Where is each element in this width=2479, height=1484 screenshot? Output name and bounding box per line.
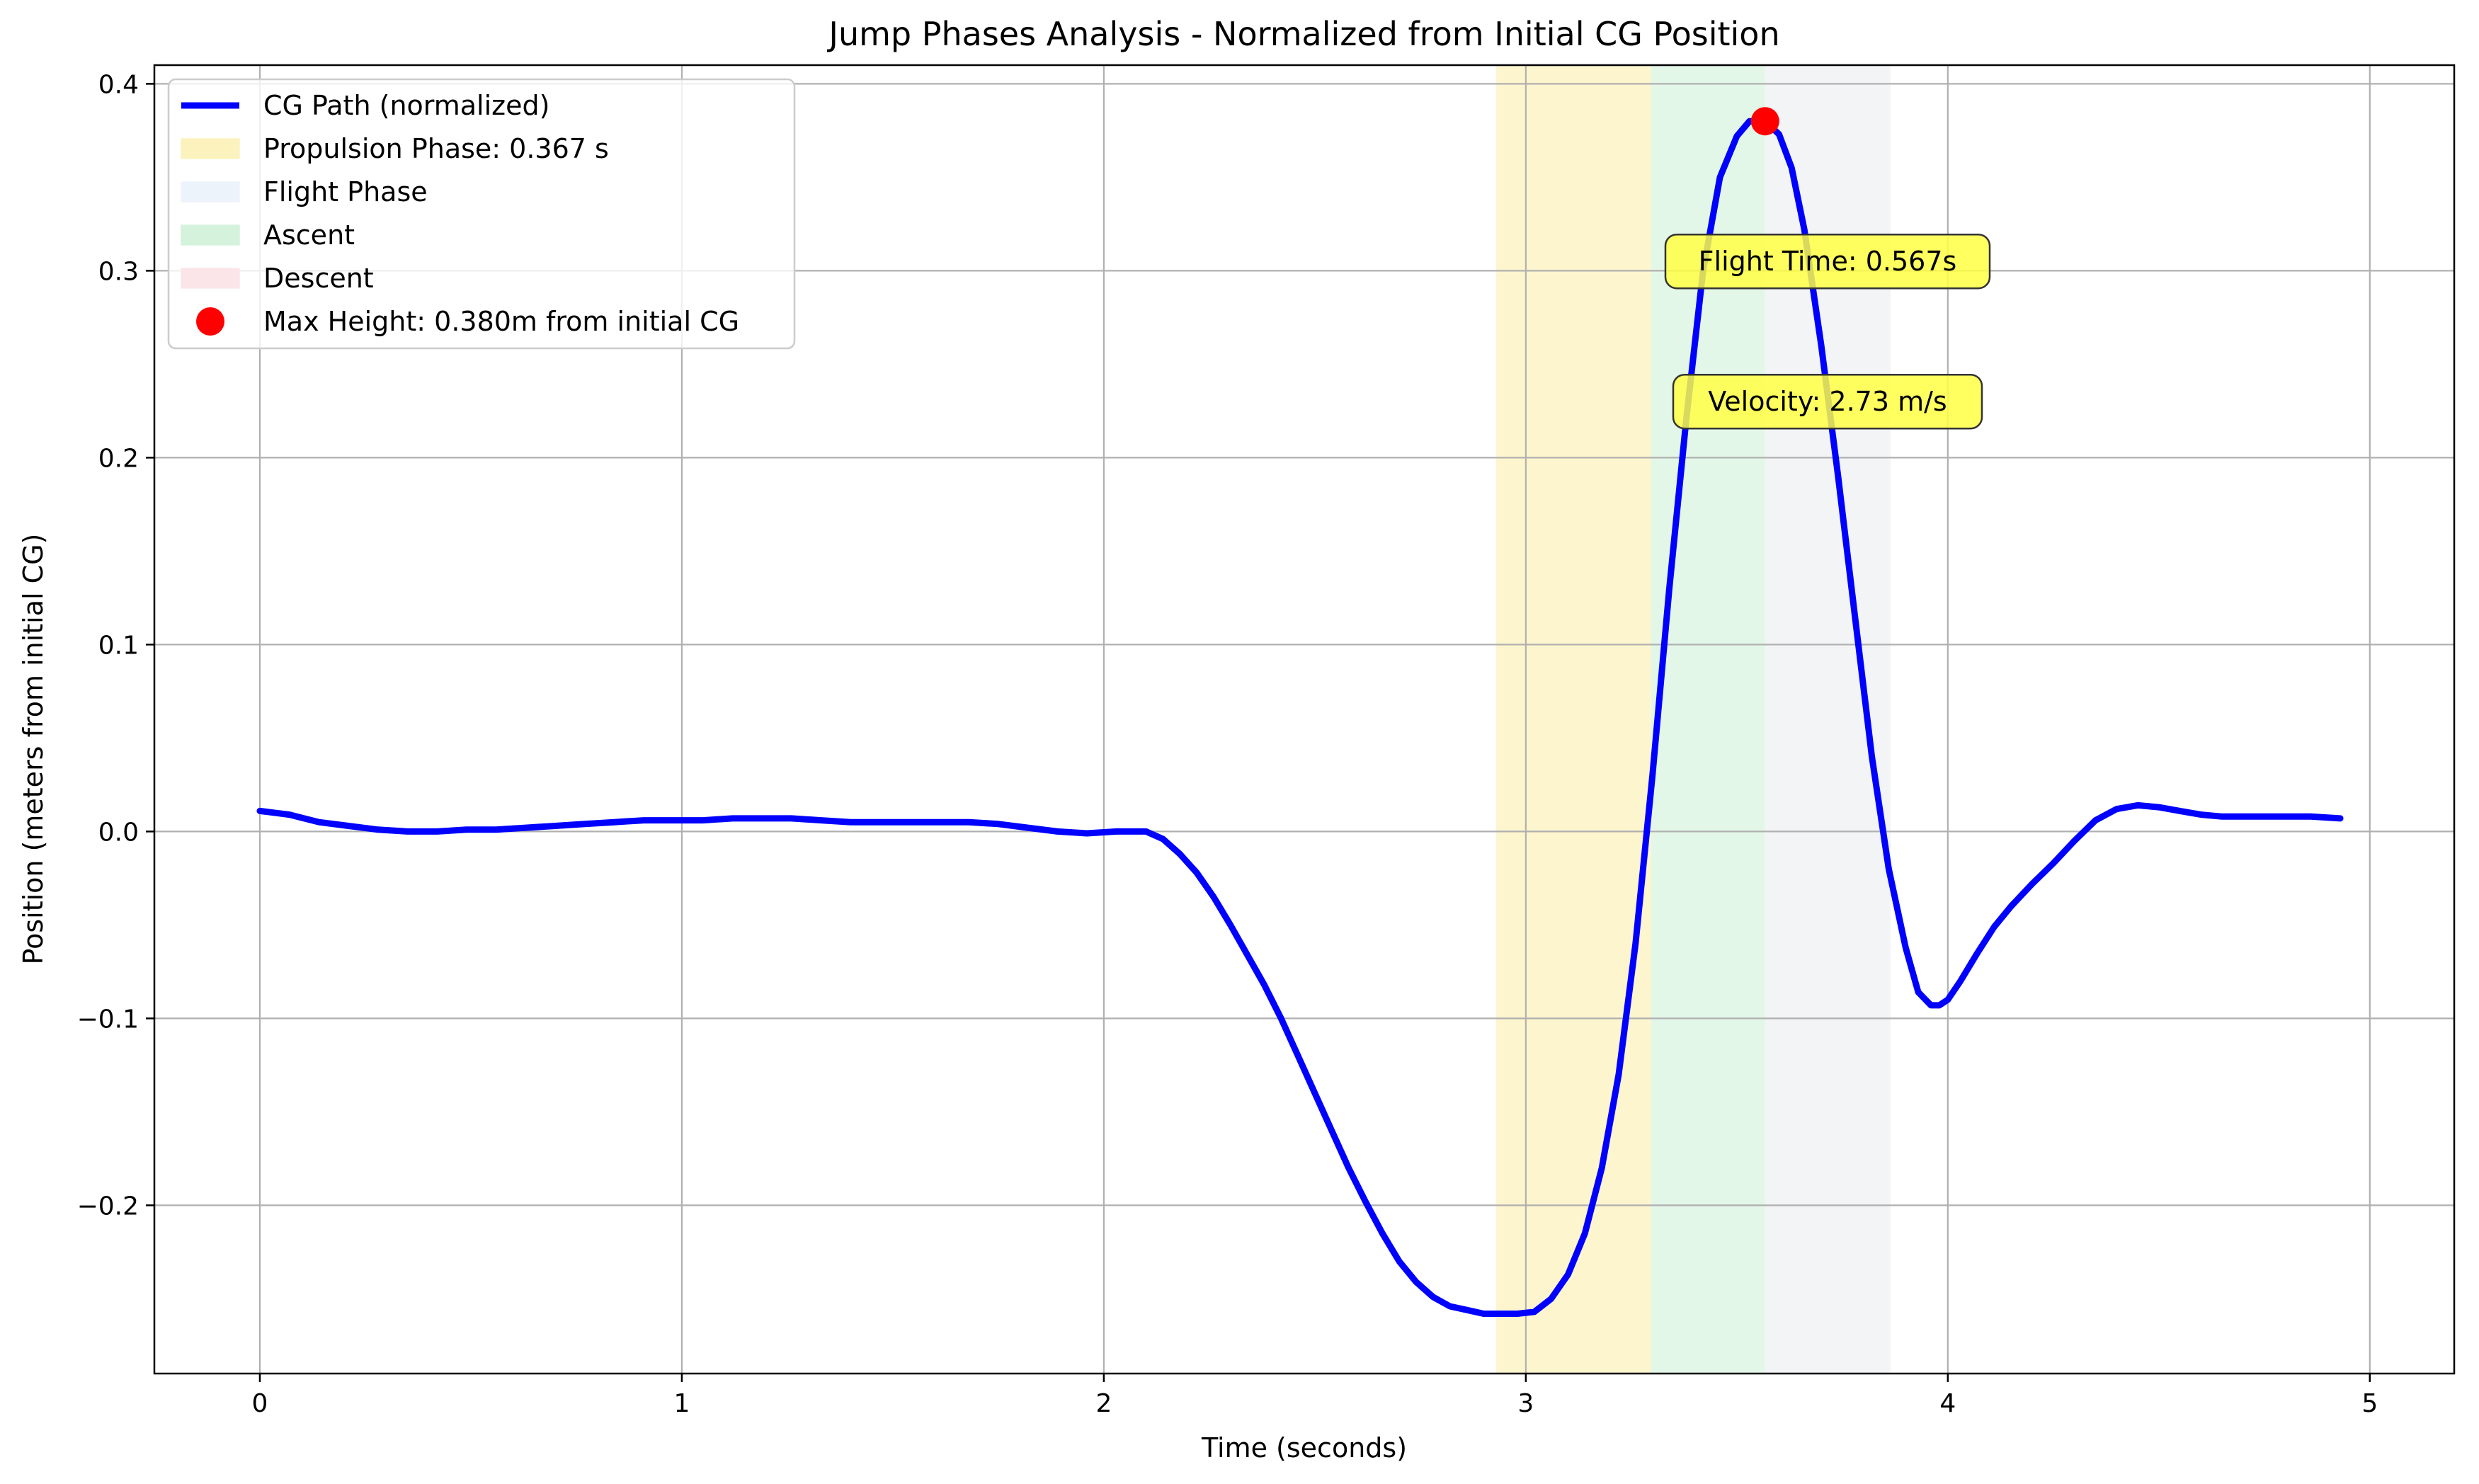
legend-patch-swatch	[181, 138, 240, 159]
y-tick-label: 0.4	[98, 70, 139, 99]
legend-patch-swatch	[181, 224, 240, 246]
annotation-box-0: Flight Time: 0.567s	[1664, 233, 1991, 290]
legend-item-2: Flight Phase	[181, 176, 428, 207]
annotation-box-1: Velocity: 2.73 m/s	[1672, 373, 1983, 430]
legend-item-5: Max Height: 0.380m from initial CG	[196, 306, 739, 337]
phase-span-0	[1496, 65, 1651, 1374]
legend-item-3: Ascent	[181, 219, 355, 251]
y-tick-label: 0.0	[98, 818, 139, 847]
x-axis-label: Time (seconds)	[1201, 1432, 1407, 1463]
y-tick-label: 0.2	[98, 444, 139, 473]
legend-label: Descent	[263, 263, 374, 294]
y-axis-label: Position (meters from initial CG)	[18, 534, 49, 965]
chart-title: Jump Phases Analysis - Normalized from I…	[826, 15, 1779, 53]
annotation-background	[1664, 233, 1991, 290]
y-tick-label: −0.1	[77, 1005, 139, 1034]
annotation-text: Velocity: 2.73 m/s	[1708, 386, 1947, 417]
legend-label: Propulsion Phase: 0.367 s	[263, 133, 609, 164]
legend-label: Max Height: 0.380m from initial CG	[263, 306, 739, 337]
legend-item-4: Descent	[181, 263, 374, 294]
legend: CG Path (normalized) Propulsion Phase: 0.…	[167, 78, 796, 350]
x-tick-label: 5	[2361, 1389, 2378, 1418]
y-tick-label: 0.3	[98, 257, 139, 286]
x-tick-label: 3	[1517, 1389, 1534, 1418]
y-tick-label: 0.1	[98, 631, 139, 660]
legend-patch-swatch	[181, 268, 240, 289]
legend-patch-swatch	[181, 181, 240, 202]
x-tick-label: 2	[1095, 1389, 1112, 1418]
legend-label: Flight Phase	[263, 176, 428, 207]
x-tick-label: 1	[674, 1389, 690, 1418]
legend-marker-swatch	[196, 307, 224, 336]
max-height-marker	[1750, 107, 1779, 136]
grid-lines	[154, 65, 2454, 1374]
y-tick-label: −0.2	[77, 1192, 139, 1221]
series-line-0	[256, 118, 2344, 1317]
legend-label: Ascent	[263, 219, 355, 251]
legend-item-0: CG Path (normalized)	[181, 90, 549, 121]
legend-frame	[167, 78, 796, 350]
plot-frame	[153, 64, 2456, 1375]
legend-label: CG Path (normalized)	[263, 90, 549, 121]
legend-item-1: Propulsion Phase: 0.367 s	[181, 133, 609, 164]
annotations-layer: Flight Time: 0.567s Velocity: 2.73 m/s	[1664, 233, 1991, 430]
x-tick-label: 0	[252, 1389, 268, 1418]
annotation-background	[1672, 373, 1983, 430]
axis-ticks: 0 1 2 3 4 5 −0.2 −0.1 0.0 0.1 0.2 0.3 0.4	[77, 70, 2378, 1418]
series-layer	[256, 107, 2344, 1317]
annotation-text: Flight Time: 0.567s	[1699, 246, 1957, 277]
x-tick-label: 4	[1939, 1389, 1956, 1418]
